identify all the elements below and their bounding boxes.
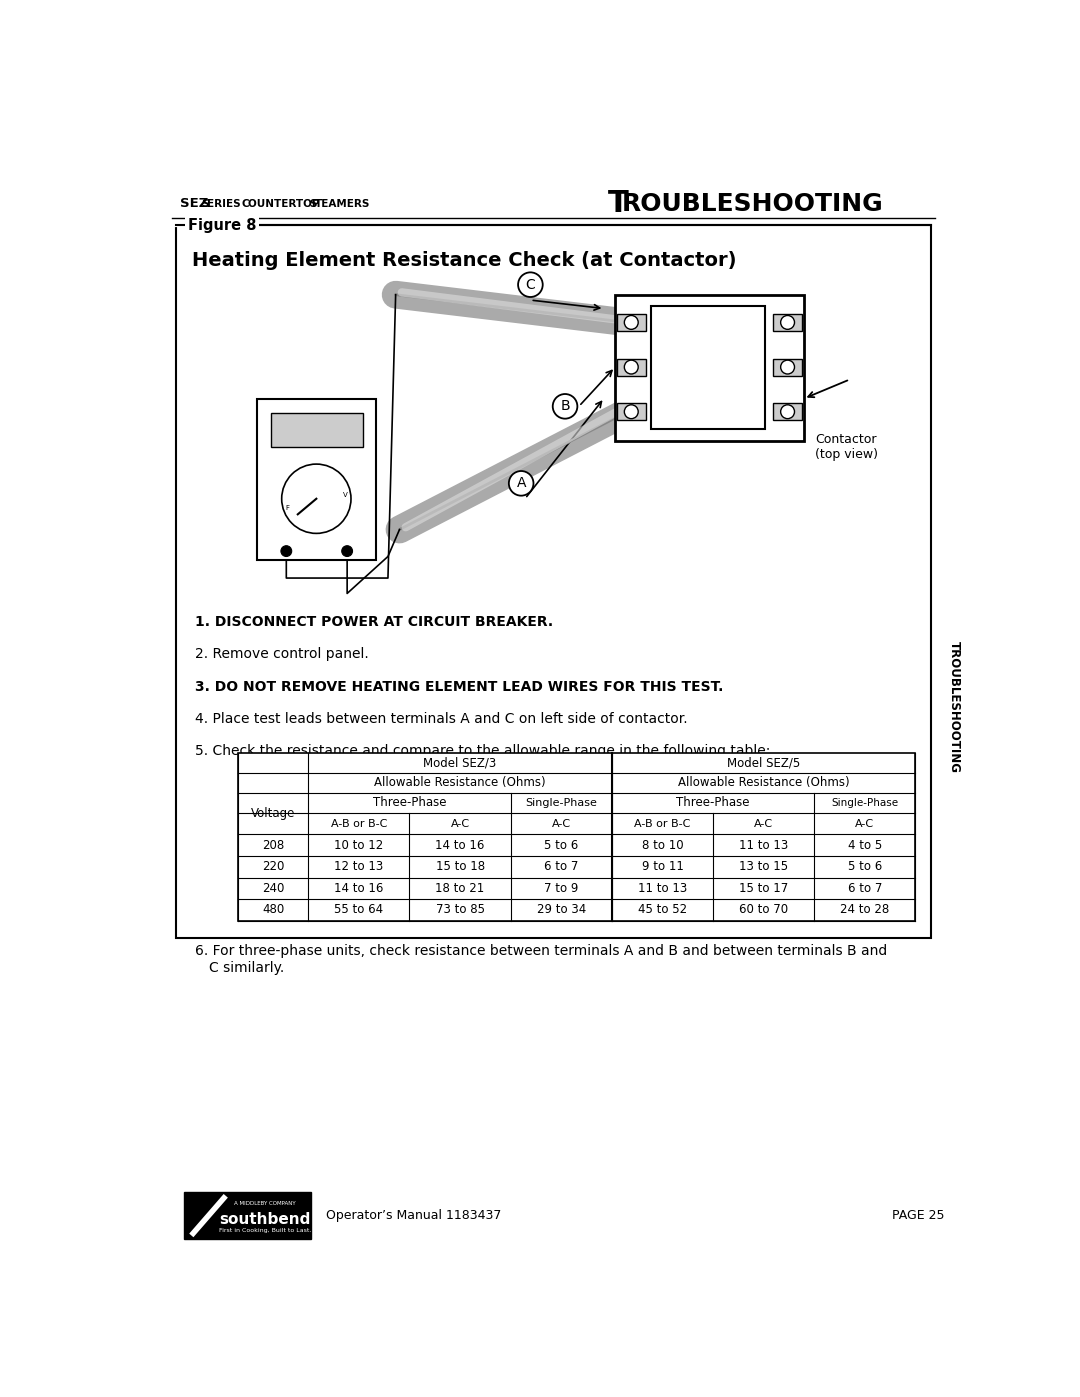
Text: A-B or B-C: A-B or B-C: [634, 819, 690, 828]
Text: Three-Phase: Three-Phase: [373, 796, 446, 809]
Text: 29 to 34: 29 to 34: [537, 904, 585, 916]
Text: 15 to 17: 15 to 17: [739, 882, 788, 895]
Text: 14 to 16: 14 to 16: [334, 882, 383, 895]
Circle shape: [341, 546, 352, 556]
Text: 5 to 6: 5 to 6: [544, 838, 579, 852]
Text: Single-Phase: Single-Phase: [832, 798, 899, 807]
Text: A-C: A-C: [450, 819, 470, 828]
Text: C: C: [242, 198, 249, 208]
Circle shape: [624, 360, 638, 374]
Text: A-B or B-C: A-B or B-C: [330, 819, 387, 828]
Circle shape: [518, 272, 543, 298]
Text: 208: 208: [262, 838, 284, 852]
Text: 4. Place test leads between terminals A and C on left side of contactor.: 4. Place test leads between terminals A …: [195, 712, 688, 726]
Text: 12 to 13: 12 to 13: [335, 861, 383, 873]
Text: 18 to 21: 18 to 21: [435, 882, 485, 895]
Circle shape: [781, 360, 795, 374]
Bar: [271, 412, 363, 447]
Circle shape: [553, 394, 578, 419]
Text: 3. DO NOT REMOVE HEATING ELEMENT LEAD WIRES FOR THIS TEST.: 3. DO NOT REMOVE HEATING ELEMENT LEAD WI…: [195, 679, 724, 694]
Text: PAGE 25: PAGE 25: [892, 1210, 945, 1222]
Text: 240: 240: [261, 882, 284, 895]
Text: Single-Phase: Single-Phase: [525, 798, 597, 807]
Text: 60 to 70: 60 to 70: [739, 904, 788, 916]
Circle shape: [624, 316, 638, 330]
Bar: [773, 314, 802, 331]
Bar: [650, 306, 766, 429]
Text: Three-Phase: Three-Phase: [676, 796, 750, 809]
Text: 6 to 7: 6 to 7: [848, 882, 882, 895]
Bar: [617, 359, 646, 376]
Text: 1. DISCONNECT POWER AT CIRCUIT BREAKER.: 1. DISCONNECT POWER AT CIRCUIT BREAKER.: [195, 615, 554, 629]
Text: Heating Element Resistance Check (at Contactor): Heating Element Resistance Check (at Con…: [191, 250, 737, 270]
Text: Contactor
(top view): Contactor (top view): [815, 433, 878, 461]
Circle shape: [781, 405, 795, 419]
Text: S: S: [202, 198, 210, 208]
Text: 7 to 9: 7 to 9: [544, 882, 579, 895]
Text: C similarly.: C similarly.: [210, 961, 284, 975]
Bar: [617, 314, 646, 331]
Text: ROUBLESHOOTING: ROUBLESHOOTING: [622, 191, 883, 215]
Text: 45 to 52: 45 to 52: [638, 904, 687, 916]
Text: F: F: [286, 504, 289, 511]
Text: A-C: A-C: [754, 819, 773, 828]
Text: A-C: A-C: [552, 819, 571, 828]
Bar: [617, 404, 646, 420]
Text: V: V: [342, 492, 347, 497]
Circle shape: [282, 464, 351, 534]
Text: 15 to 18: 15 to 18: [435, 861, 485, 873]
Text: southbend: southbend: [219, 1213, 310, 1227]
Text: 13 to 15: 13 to 15: [739, 861, 788, 873]
Text: 5 to 6: 5 to 6: [848, 861, 882, 873]
Text: S: S: [309, 198, 316, 208]
Text: 8 to 10: 8 to 10: [642, 838, 684, 852]
Text: Operator’s Manual 1183437: Operator’s Manual 1183437: [326, 1210, 502, 1222]
Text: 24 to 28: 24 to 28: [840, 904, 890, 916]
Text: Allowable Resistance (Ohms): Allowable Resistance (Ohms): [678, 777, 850, 789]
Text: 14 to 16: 14 to 16: [435, 838, 485, 852]
Text: TROUBLESHOOTING: TROUBLESHOOTING: [947, 641, 960, 773]
Text: Figure 8: Figure 8: [188, 218, 256, 233]
Text: ERIES: ERIES: [207, 198, 244, 208]
Text: 2. Remove control panel.: 2. Remove control panel.: [195, 647, 369, 661]
Text: 10 to 12: 10 to 12: [335, 838, 383, 852]
Bar: [184, 1192, 311, 1239]
Bar: [773, 404, 802, 420]
Bar: [616, 295, 804, 441]
Text: B: B: [561, 400, 570, 414]
Bar: [257, 398, 377, 560]
Text: 6. For three-phase units, check resistance between terminals A and B and between: 6. For three-phase units, check resistan…: [195, 944, 888, 958]
Text: 9 to 11: 9 to 11: [642, 861, 684, 873]
Text: 6 to 7: 6 to 7: [544, 861, 579, 873]
Text: C: C: [526, 278, 536, 292]
Circle shape: [509, 471, 534, 496]
Circle shape: [781, 316, 795, 330]
Text: Voltage: Voltage: [251, 807, 295, 820]
Text: A-C: A-C: [855, 819, 875, 828]
Circle shape: [624, 405, 638, 419]
Circle shape: [281, 546, 292, 556]
Text: 55 to 64: 55 to 64: [335, 904, 383, 916]
Text: A: A: [516, 476, 526, 490]
Text: T: T: [607, 190, 629, 218]
Bar: [176, 225, 931, 937]
Text: 4 to 5: 4 to 5: [848, 838, 882, 852]
Text: 480: 480: [262, 904, 284, 916]
Text: 73 to 85: 73 to 85: [435, 904, 485, 916]
Text: OUNTERTOP: OUNTERTOP: [247, 198, 323, 208]
Text: 11 to 13: 11 to 13: [739, 838, 788, 852]
Bar: [238, 753, 916, 921]
Text: TEAMERS: TEAMERS: [314, 198, 370, 208]
Text: 11 to 13: 11 to 13: [638, 882, 687, 895]
Text: 5. Check the resistance and compare to the allowable range in the following tabl: 5. Check the resistance and compare to t…: [195, 745, 771, 759]
Text: First in Cooking, Built to Last.: First in Cooking, Built to Last.: [218, 1228, 311, 1232]
Text: Model SEZ/5: Model SEZ/5: [727, 756, 800, 770]
Text: A MIDDLEBY COMPANY: A MIDDLEBY COMPANY: [234, 1201, 296, 1206]
Bar: [773, 359, 802, 376]
Text: SEZ: SEZ: [180, 197, 213, 211]
Text: Model SEZ/3: Model SEZ/3: [423, 756, 497, 770]
Text: Allowable Resistance (Ohms): Allowable Resistance (Ohms): [375, 777, 545, 789]
Text: 220: 220: [261, 861, 284, 873]
